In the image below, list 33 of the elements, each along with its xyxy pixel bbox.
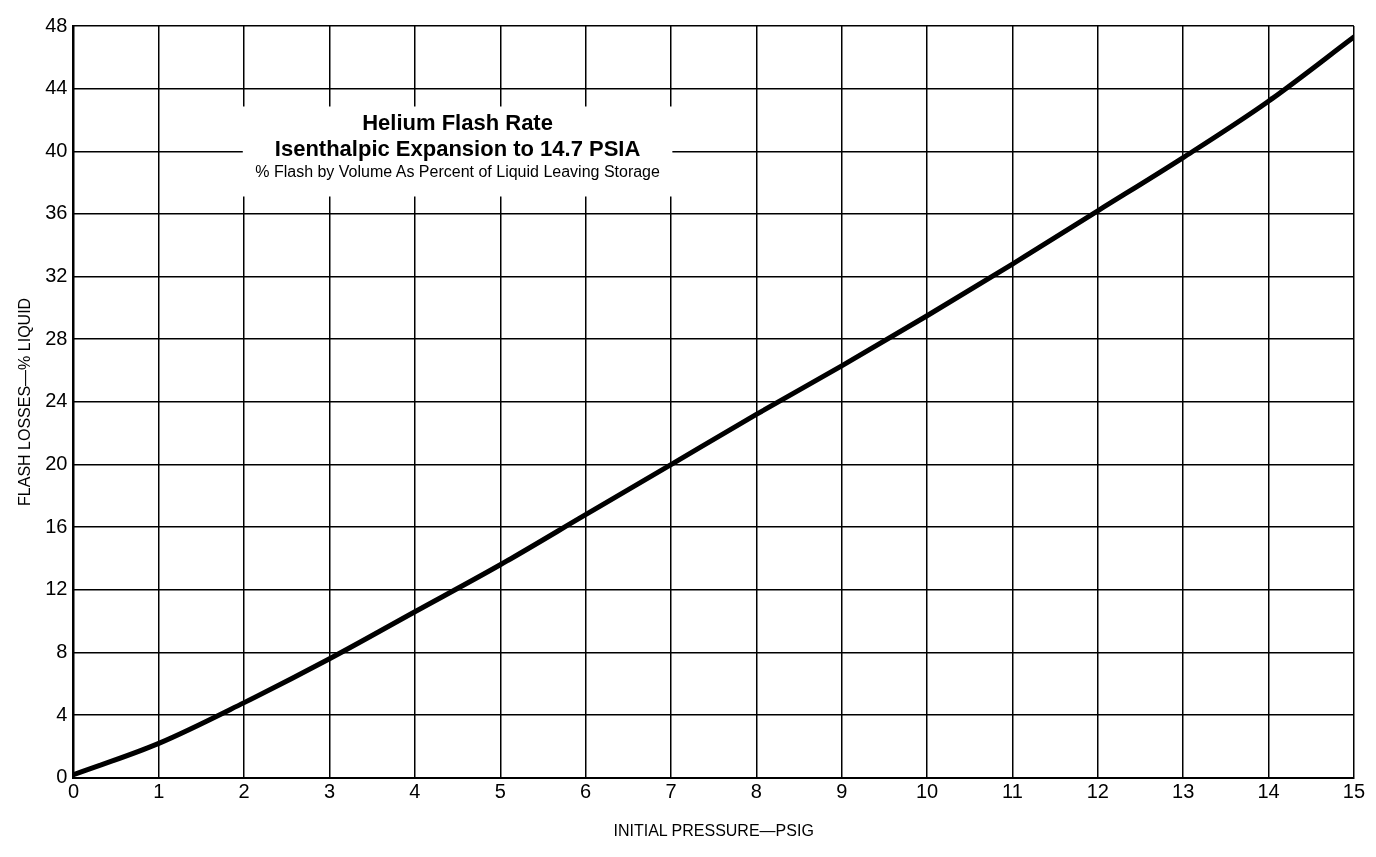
text: Isenthalpic Expansion to 14.7 PSIA: [274, 135, 641, 161]
y-tick-label: 32: [45, 264, 68, 287]
x-tick-label: 3: [323, 780, 336, 803]
y-tick-label: 0: [56, 765, 68, 788]
x-tick-label: 4: [409, 780, 421, 803]
y-tick-label: 12: [45, 577, 68, 600]
x-tick-label: 12: [1086, 780, 1109, 803]
annotation: % Flash by Volume As Percent of Liquid Leaving Storage: [255, 162, 661, 180]
y-tick-label: 24: [45, 389, 68, 412]
y-tick-label: 28: [45, 326, 68, 349]
y-tick-label: 48: [45, 13, 68, 36]
x-tick-label: 13: [1172, 780, 1195, 803]
x-tick-label: 9: [836, 780, 848, 803]
y-tick-label: 8: [56, 640, 68, 663]
x-tick-label: 10: [915, 780, 939, 803]
y-axis-title: FLASH LOSSES—% LIQUID: [16, 297, 34, 506]
x-tick-label: 8: [750, 780, 762, 803]
text: Helium Flash Rate: [362, 109, 553, 135]
x-tick-label: 5: [494, 780, 506, 803]
y-tick-label: 44: [45, 76, 68, 99]
y-tick-label: 36: [45, 201, 68, 224]
x-tick-label: 11: [1002, 780, 1023, 803]
y-tick-label: 16: [45, 514, 68, 537]
x-tick-label: 7: [665, 780, 677, 803]
x-axis-title: INITIAL PRESSURE—PSIG: [613, 821, 814, 839]
x-tick-label: 15: [1342, 780, 1365, 803]
y-tick-label: 40: [45, 138, 68, 161]
y-tick-label: 20: [45, 452, 68, 475]
x-tick-label: 1: [153, 780, 165, 803]
x-tick-label: 14: [1257, 780, 1280, 803]
y-tick-label: 4: [56, 702, 68, 725]
x-tick-label: 6: [580, 780, 592, 803]
x-tick-label: 2: [238, 780, 250, 803]
